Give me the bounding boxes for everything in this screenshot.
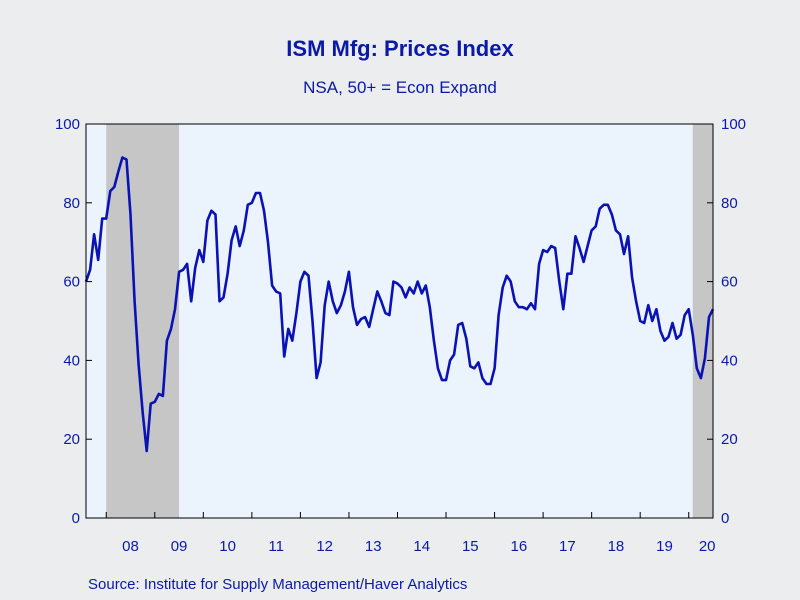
x-tick-label: 16: [510, 538, 527, 555]
y-tick-label-left: 80: [63, 195, 80, 212]
x-tick-label: 11: [268, 538, 284, 555]
y-tick-label-left: 100: [55, 116, 80, 133]
y-tick-label-right: 40: [721, 352, 738, 369]
x-tick-label: 14: [413, 538, 430, 555]
y-tick-label-left: 20: [63, 431, 80, 448]
recession-shading: [106, 124, 713, 518]
x-tick-label: 18: [608, 538, 625, 555]
series-line-group: [84, 156, 715, 453]
y-tick-label-right: 0: [721, 510, 729, 527]
y-tick-label-right: 20: [721, 431, 738, 448]
axes: 0 0 20 20 40 40 60 60 80 80 100 100 08 09 10 11 12 13 14 15…: [55, 116, 746, 555]
y-tick-label-right: 80: [721, 195, 738, 212]
chart-title: ISM Mfg: Prices Index: [286, 36, 514, 61]
x-tick-label: 20: [699, 538, 716, 555]
y-tick-label-right: 60: [721, 274, 738, 291]
x-tick-label: 17: [559, 538, 576, 555]
recession-band-1: [692, 124, 713, 518]
y-tick-label-left: 0: [72, 510, 80, 527]
y-tick-label-left: 40: [63, 352, 80, 369]
chart-subtitle: NSA, 50+ = Econ Expand: [303, 78, 497, 97]
plot-frame: [85, 123, 714, 519]
y-tick-label-left: 60: [63, 274, 80, 291]
x-tick-label: 08: [122, 538, 139, 555]
x-tick-label: 09: [171, 538, 188, 555]
y-tick-label-right: 100: [721, 116, 746, 133]
x-tick-label: 19: [656, 538, 673, 555]
chart-source: Source: Institute for Supply Management/…: [88, 576, 468, 593]
x-tick-label: 10: [219, 538, 236, 555]
x-tick-label: 12: [316, 538, 333, 555]
recession-band-0: [106, 124, 180, 518]
series-line: [84, 156, 715, 453]
x-tick-label: 13: [365, 538, 382, 555]
plot-area: [86, 124, 713, 518]
x-tick-label: 15: [462, 538, 479, 555]
